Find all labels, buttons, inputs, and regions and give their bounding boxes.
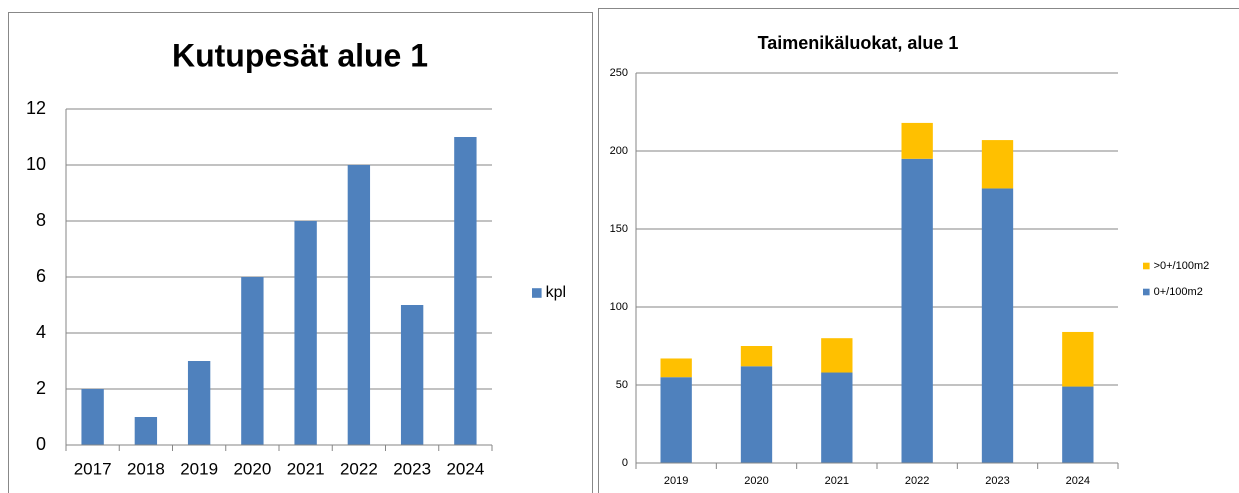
legend-swatch: [1143, 262, 1150, 270]
y-tick-label: 0: [622, 457, 628, 469]
x-tick-label: 2022: [340, 459, 378, 478]
y-tick-label: 12: [26, 98, 46, 118]
legend-label: >0+/100m2: [1154, 260, 1210, 272]
legend-swatch: [1143, 288, 1150, 296]
y-tick-label: 6: [36, 266, 46, 286]
bar: [347, 165, 371, 445]
bar: [1062, 386, 1094, 463]
x-tick-label: 2023: [393, 459, 431, 478]
bar: [660, 377, 692, 463]
x-tick-label: 2022: [905, 475, 929, 487]
y-tick-label: 8: [36, 210, 46, 230]
x-tick-label: 2021: [287, 459, 325, 478]
bar: [901, 158, 933, 464]
bar: [400, 305, 424, 445]
y-tick-label: 4: [36, 322, 46, 342]
x-tick-label: 2024: [446, 459, 484, 478]
y-tick-label: 2: [36, 378, 46, 398]
bar: [821, 338, 853, 373]
x-tick-label: 2019: [180, 459, 218, 478]
bar: [740, 346, 773, 367]
bar: [187, 361, 211, 445]
chart-title: Taimenikäluokat, alue 1: [758, 33, 959, 53]
y-tick-label: 50: [616, 379, 628, 391]
y-tick-label: 10: [26, 154, 46, 174]
legend-swatch: [532, 288, 542, 298]
bar: [660, 358, 692, 378]
y-tick-label: 250: [610, 67, 628, 79]
bar: [294, 221, 317, 445]
x-tick-label: 2020: [233, 459, 271, 478]
y-tick-label: 150: [610, 223, 628, 235]
x-tick-label: 2024: [1066, 475, 1090, 487]
bar: [981, 188, 1014, 463]
bar: [740, 366, 773, 463]
y-tick-label: 200: [610, 145, 628, 157]
chart-title: Kutupesät alue 1: [172, 37, 428, 73]
legend-label: kpl: [546, 284, 566, 301]
y-tick-label: 0: [36, 434, 46, 454]
bar: [981, 140, 1014, 189]
x-tick-label: 2021: [825, 475, 849, 487]
bar: [81, 389, 104, 445]
bar: [241, 277, 264, 445]
y-tick-label: 100: [610, 301, 628, 313]
x-tick-label: 2018: [127, 459, 165, 478]
bar: [1062, 331, 1094, 387]
x-tick-label: 2020: [744, 475, 768, 487]
x-tick-label: 2019: [664, 475, 688, 487]
bar: [901, 122, 933, 159]
bar: [454, 137, 477, 445]
bar: [821, 372, 853, 463]
x-tick-label: 2017: [74, 459, 112, 478]
bar: [134, 417, 158, 445]
legend-label: 0+/100m2: [1154, 286, 1203, 298]
x-tick-label: 2023: [985, 475, 1009, 487]
